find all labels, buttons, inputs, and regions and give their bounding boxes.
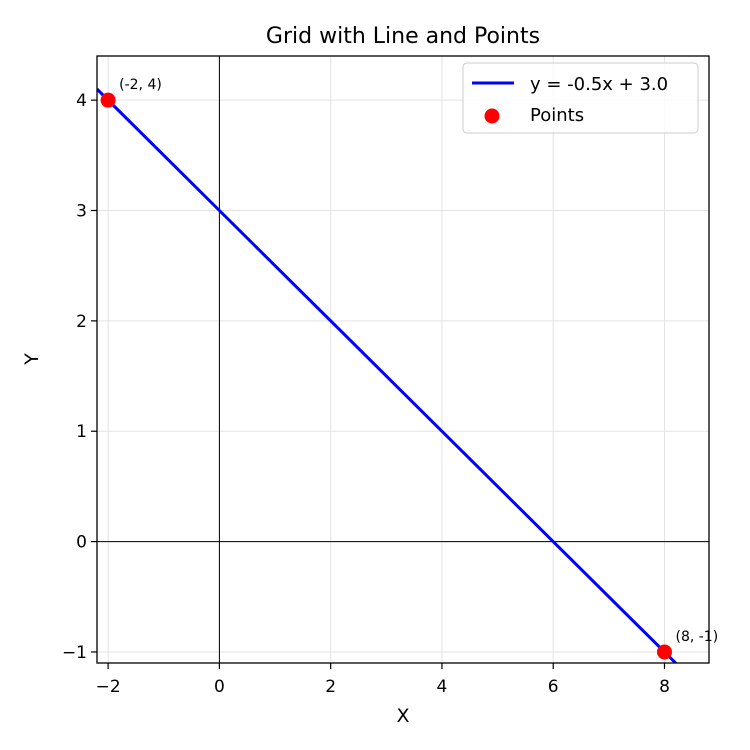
reference-lines bbox=[97, 56, 709, 663]
y-tick-label: 4 bbox=[76, 91, 87, 111]
point-label: (-2, 4) bbox=[119, 77, 162, 93]
legend-point-swatch bbox=[484, 108, 500, 124]
y-tick-label: 0 bbox=[76, 533, 87, 553]
point-labels: (-2, 4) (8, -1) bbox=[119, 77, 718, 645]
x-tick-label: −2 bbox=[96, 677, 121, 697]
legend-entry-points: Points bbox=[530, 105, 584, 126]
y-axis-ticks: −1 0 1 2 3 4 bbox=[62, 91, 97, 663]
scatter-point bbox=[100, 92, 116, 108]
y-axis-label: Y bbox=[21, 353, 43, 366]
legend-box bbox=[462, 62, 699, 134]
line-series bbox=[97, 88, 678, 663]
x-tick-label: 6 bbox=[548, 677, 559, 697]
y-tick-label: 1 bbox=[76, 422, 87, 442]
legend: y = -0.5x + 3.0 Points bbox=[462, 62, 699, 134]
scatter-point bbox=[656, 644, 672, 660]
x-axis-ticks: −2 0 2 4 6 8 bbox=[96, 663, 670, 697]
x-tick-label: 4 bbox=[437, 677, 448, 697]
series-line bbox=[97, 88, 678, 663]
legend-entry-line: y = -0.5x + 3.0 bbox=[530, 74, 668, 95]
y-tick-label: 2 bbox=[76, 312, 87, 332]
plot-background bbox=[97, 56, 709, 663]
y-tick-label: −1 bbox=[62, 643, 87, 663]
x-tick-label: 0 bbox=[214, 677, 225, 697]
x-axis-label: X bbox=[396, 705, 409, 727]
point-label: (8, -1) bbox=[675, 629, 718, 645]
chart-title: Grid with Line and Points bbox=[266, 24, 540, 49]
x-tick-label: 8 bbox=[659, 677, 670, 697]
y-tick-label: 3 bbox=[76, 202, 87, 222]
x-tick-label: 2 bbox=[325, 677, 336, 697]
plot-frame bbox=[96, 55, 710, 664]
scatter-series bbox=[100, 92, 672, 660]
